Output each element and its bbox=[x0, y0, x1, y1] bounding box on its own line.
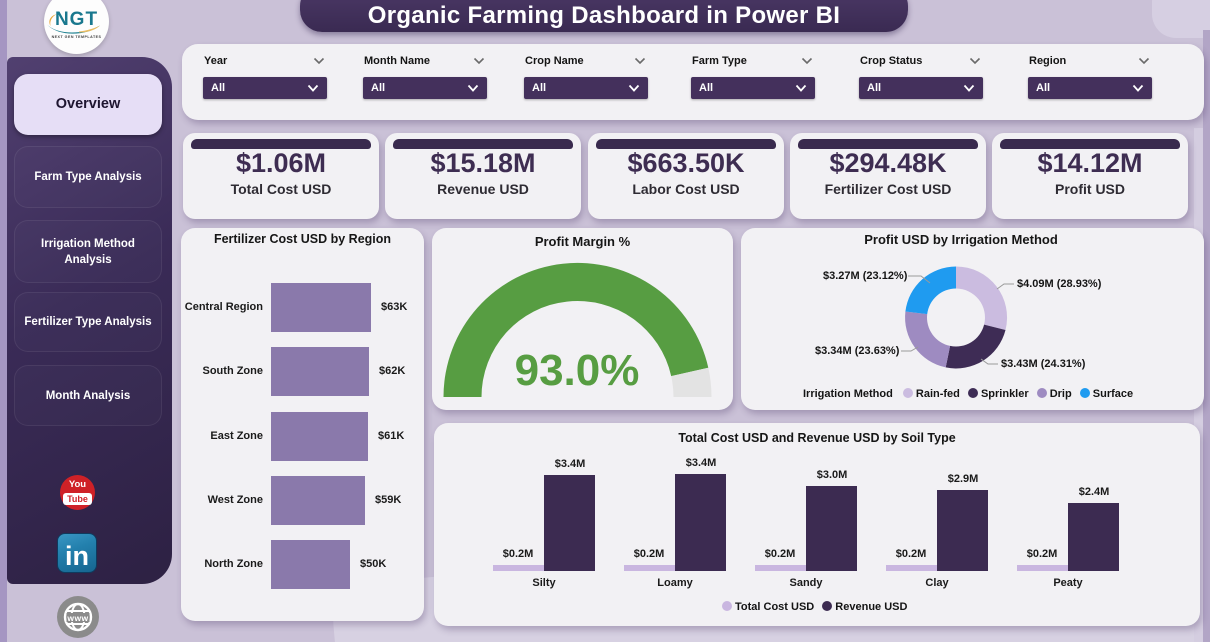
svg-text:www: www bbox=[66, 613, 88, 623]
svg-text:93.0%: 93.0% bbox=[515, 346, 640, 395]
